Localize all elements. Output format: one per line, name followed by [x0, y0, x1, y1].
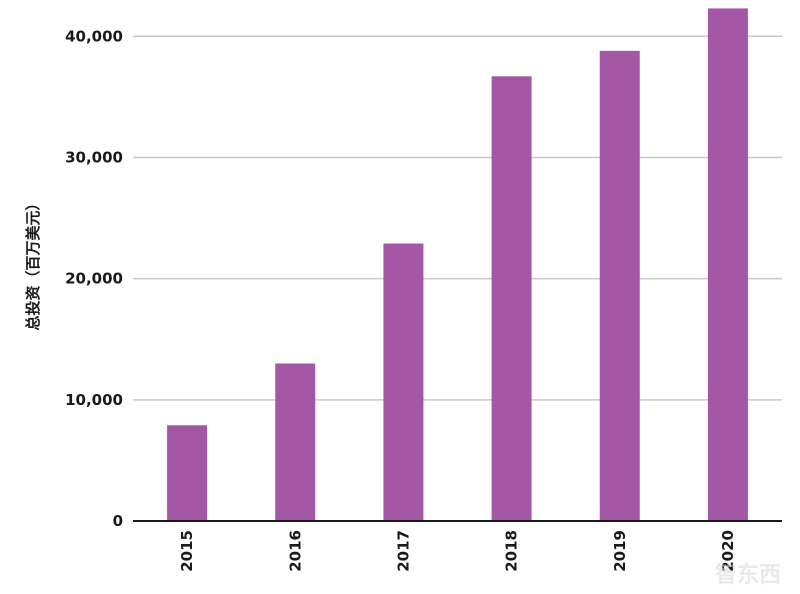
y-tick-labels: 0 10,000 20,000 30,000 40,000: [65, 27, 123, 530]
bar-2020: [707, 8, 748, 522]
x-tick-label-2020: 2020: [719, 530, 737, 572]
x-tick-label-2017: 2017: [394, 530, 412, 572]
x-tick-label-2019: 2019: [611, 530, 629, 572]
y-axis-title: 总投资（百万美元）: [24, 195, 42, 330]
x-tick-label-2018: 2018: [503, 530, 521, 572]
y-tick-label: 30,000: [65, 148, 123, 166]
y-tick-label: 40,000: [65, 27, 123, 45]
x-tick-labels: 2015 2016 2017 2018 2019 2020: [178, 530, 737, 572]
x-tick-label-2015: 2015: [178, 530, 196, 572]
bar-2019: [599, 50, 640, 521]
bar-2016: [275, 363, 316, 521]
watermark-text: 智东西: [715, 562, 781, 588]
bar-2018: [491, 76, 532, 522]
x-tick-label-2016: 2016: [286, 530, 304, 572]
gridlines: [133, 35, 782, 401]
watermark-logo: 智东西: [715, 562, 781, 588]
y-tick-label: 10,000: [65, 391, 123, 409]
y-tick-label: 0: [113, 512, 123, 530]
bars: [167, 8, 748, 522]
bar-2017: [383, 243, 424, 521]
y-tick-label: 20,000: [65, 270, 123, 288]
bar-2015: [167, 425, 208, 521]
